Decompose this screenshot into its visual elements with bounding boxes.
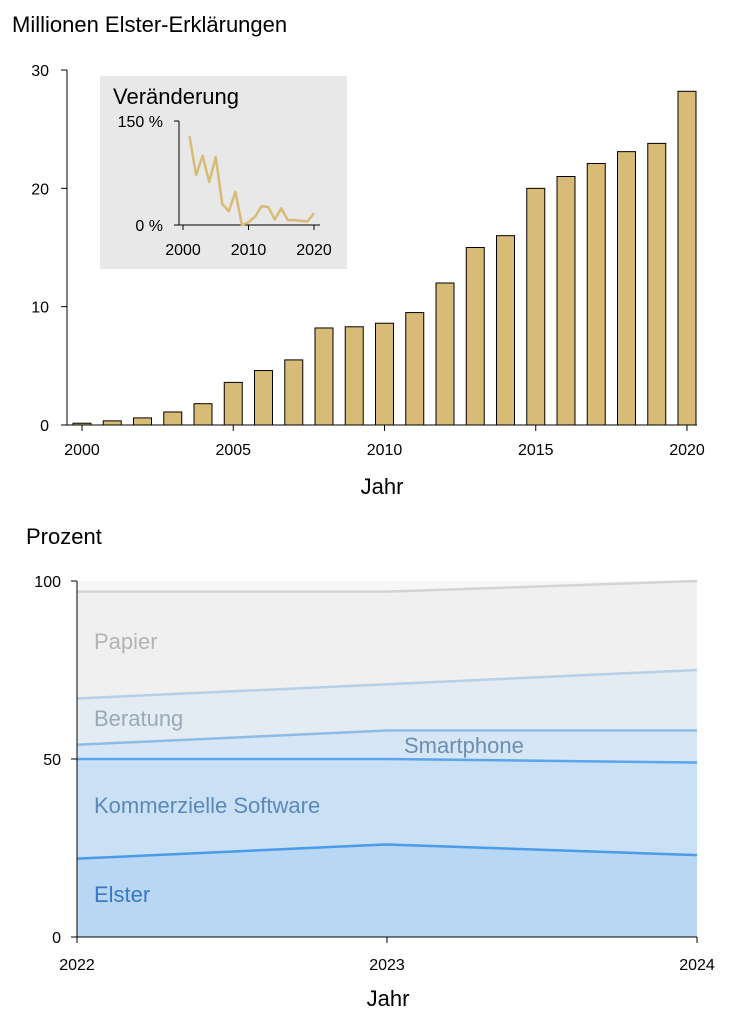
y-tick-label: 30	[31, 63, 49, 80]
area-band-3	[77, 670, 697, 745]
series-label-4: Papier	[94, 629, 158, 654]
area-band-4	[77, 581, 697, 699]
y-tick-label: 100	[34, 574, 61, 591]
bar-chart: 0 10 20 30 2000 2005 2010 2015 2020 Jahr Veränderu…	[31, 63, 705, 499]
inset-x-tick-label: 2000	[165, 242, 201, 259]
x-axis-label: Jahr	[367, 986, 410, 1011]
x-tick-label: 2005	[215, 442, 251, 459]
inset-x-tick-label: 2010	[231, 242, 267, 259]
x-tick-label: 2022	[59, 957, 95, 974]
inset-line-series	[188, 136, 315, 227]
bar-chart-title: Millionen Elster-Erklärungen	[12, 12, 288, 37]
x-tick-label: 2023	[369, 957, 405, 974]
area-line-4	[77, 579, 698, 593]
inset-title: Veränderung	[113, 84, 239, 109]
y-tick-label: 0	[52, 930, 61, 947]
series-label-3: Beratung	[94, 706, 183, 731]
inset-background	[100, 76, 347, 269]
x-tick-label: 2015	[518, 442, 554, 459]
inset-y-tick-label: 0 %	[135, 218, 163, 235]
area-line-2	[76, 729, 697, 747]
x-tick-label: 2024	[679, 957, 715, 974]
x-tick-label: 2010	[367, 442, 403, 459]
area-line-3	[76, 668, 698, 700]
x-tick-label: 2020	[669, 442, 705, 459]
area-line-1	[77, 757, 698, 764]
series-label-2: Smartphone	[404, 733, 524, 758]
inset-x-tick-label: 2020	[296, 242, 332, 259]
series-label-0: Elster	[94, 882, 150, 907]
area-band-1	[77, 759, 697, 859]
area-chart-ylabel: Prozent	[26, 524, 102, 549]
y-tick-label: 20	[31, 181, 49, 198]
x-tick-label: 2000	[64, 442, 100, 459]
x-axis-label: Jahr	[361, 474, 404, 499]
area-band-0	[77, 844, 697, 937]
area-line-0	[76, 843, 698, 860]
y-tick-label: 50	[43, 752, 61, 769]
y-tick-label: 10	[31, 300, 49, 317]
inset-y-tick-label: 150 %	[118, 114, 163, 131]
series-label-1: Kommerzielle Software	[94, 793, 320, 818]
y-tick-label: 0	[40, 418, 49, 435]
